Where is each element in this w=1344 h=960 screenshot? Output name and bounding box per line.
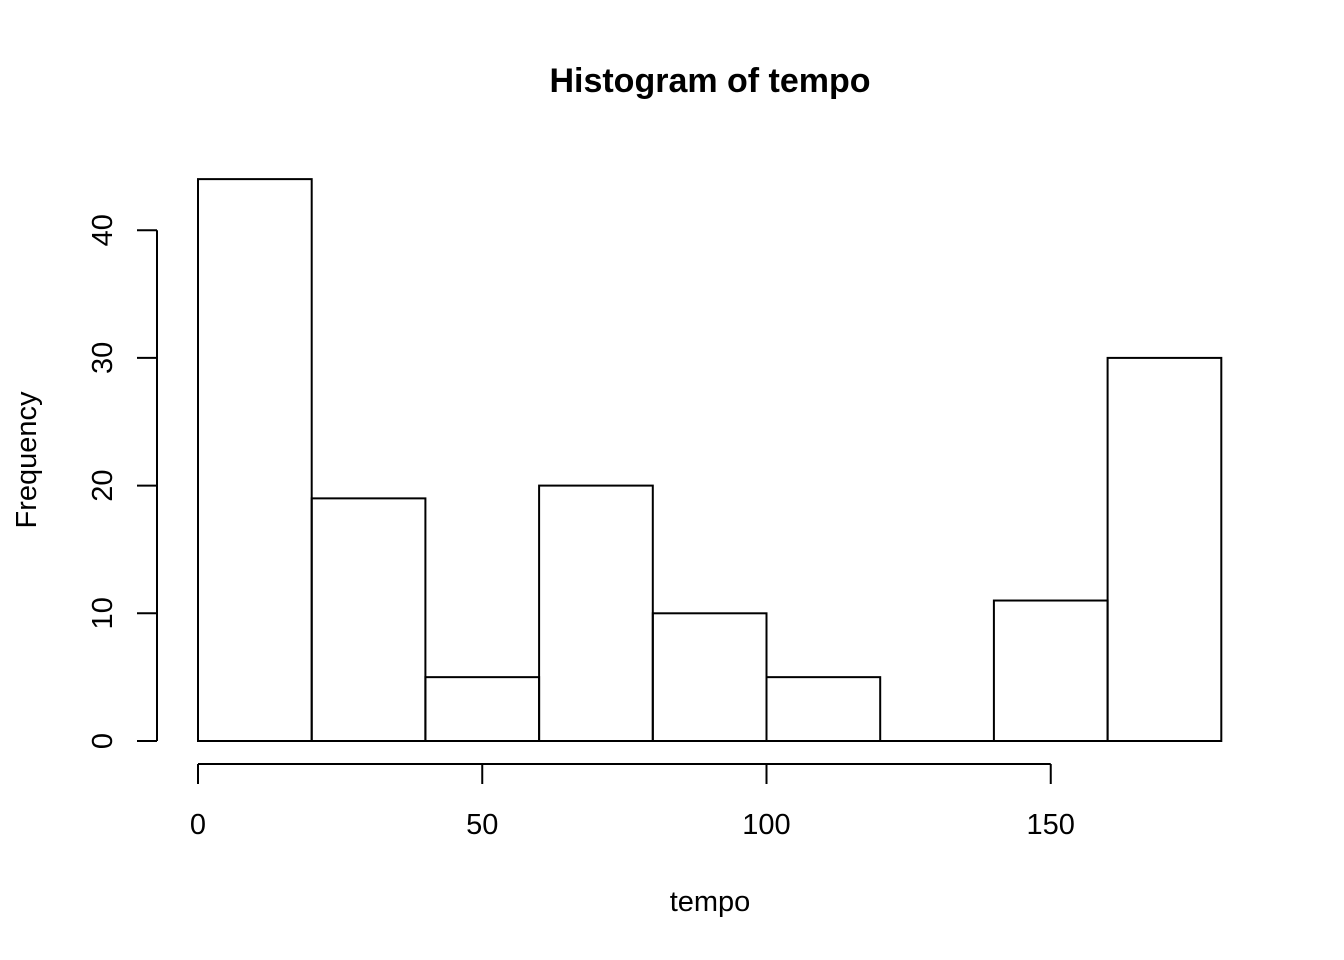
histogram-bar (197, 178, 313, 742)
x-axis-label: tempo (670, 886, 751, 918)
histogram-bar (1106, 356, 1223, 742)
x-tick-label: 50 (466, 809, 498, 841)
histogram-bar (538, 484, 654, 742)
y-tick-label: 40 (87, 214, 119, 246)
x-tick-label: 100 (742, 809, 790, 841)
y-tick-label: 0 (87, 733, 119, 749)
y-axis-label: Frequency (11, 391, 43, 529)
histogram-bar (310, 497, 427, 742)
y-axis: 0 10 20 30 40 (87, 214, 158, 749)
x-tick-label: 0 (190, 809, 206, 841)
y-tick-label: 10 (87, 597, 119, 629)
histogram-bar (765, 676, 882, 743)
x-tick-label: 150 (1027, 809, 1075, 841)
chart-title: Histogram of tempo (549, 62, 870, 100)
histogram-bar (424, 676, 541, 743)
histogram-bars (197, 178, 1223, 743)
x-axis: 0 50 100 150 (190, 763, 1075, 841)
y-tick-label: 20 (87, 469, 119, 501)
histogram-bar (651, 612, 768, 742)
histogram-bar (992, 599, 1109, 743)
y-tick-label: 30 (87, 342, 119, 374)
